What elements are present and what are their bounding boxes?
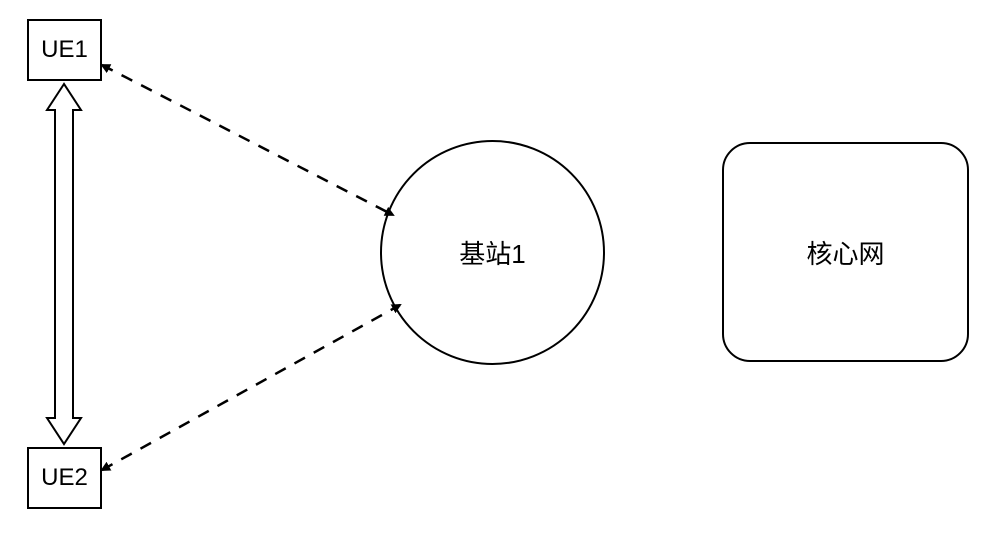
node-ue2: UE2	[27, 447, 102, 509]
node-ue2-label: UE2	[41, 464, 88, 492]
edge-ue1-ue2	[47, 84, 81, 444]
edge-ue2-bs	[102, 305, 400, 470]
diagram-canvas: UE1 UE2 基站1 核心网	[0, 0, 1000, 543]
node-base-station: 基站1	[380, 140, 605, 365]
node-base-station-label: 基站1	[459, 234, 525, 271]
node-ue1: UE1	[27, 19, 102, 81]
node-ue1-label: UE1	[41, 36, 88, 64]
node-core-network: 核心网	[722, 142, 969, 362]
node-core-network-label: 核心网	[806, 234, 884, 271]
edge-ue1-bs	[102, 65, 393, 215]
